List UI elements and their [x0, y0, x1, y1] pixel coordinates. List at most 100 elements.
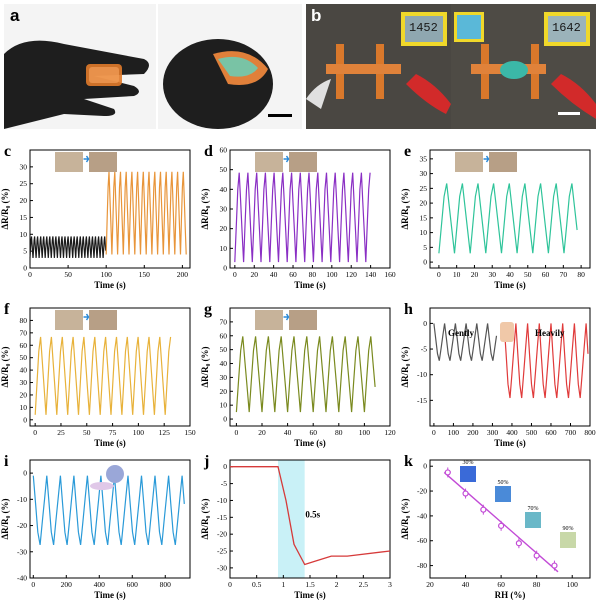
x-tick-label: 50	[83, 428, 91, 437]
panel-b-photo: 1452 1642	[306, 4, 596, 129]
gesture-photo-inset	[455, 152, 517, 172]
x-tick-label: 75	[109, 428, 117, 437]
gesture-photo-inset	[55, 152, 117, 172]
y-tick-label: 15	[420, 213, 428, 222]
gesture-photo-inset	[55, 310, 117, 330]
y-tick-label: 30	[220, 373, 228, 382]
swap-arrow-icon	[483, 155, 490, 163]
x-tick-label: 160	[384, 270, 396, 279]
swap-arrow-icon	[283, 155, 290, 163]
series-line	[235, 336, 376, 413]
y-tick-label: 0	[423, 462, 427, 471]
x-tick-label: 60	[542, 270, 550, 279]
panel-j-label: j	[203, 453, 209, 470]
x-axis-label: Time (s)	[294, 280, 326, 290]
gesture-photo-inset	[255, 310, 317, 330]
y-tick-label: -30	[217, 563, 227, 572]
series-line	[433, 323, 498, 361]
x-tick-label: 20	[250, 270, 258, 279]
x-tick-label: 0	[31, 580, 35, 589]
x-tick-label: 40	[270, 270, 278, 279]
x-axis-label: Time (s)	[294, 438, 326, 448]
gesture-photo-inset	[255, 152, 317, 172]
panel-e-label: e	[404, 143, 411, 160]
x-tick-label: 0.5	[252, 580, 262, 589]
x-tick-label: 80	[335, 428, 343, 437]
x-tick-label: 80	[533, 580, 541, 589]
x-axis-label: RH (%)	[495, 590, 526, 600]
y-tick-label: -25	[217, 547, 227, 556]
x-tick-label: 60	[289, 270, 297, 279]
y-tick-label: -20	[417, 487, 427, 496]
panel-c-label: c	[4, 143, 11, 160]
x-tick-label: 2.5	[359, 580, 369, 589]
panel-d-chart: 0 20 40 60 80 100 120 140 160 0 10 20 30 40 50 60 Time (…	[200, 140, 400, 290]
x-tick-label: 70	[560, 270, 568, 279]
panel-k-chart: 20 40 60 80 100 0 -20 -40 -60 -80 RH (%) ΔR/R₀ (%) k…	[400, 450, 600, 600]
y-tick-label: -20	[217, 530, 227, 539]
x-tick-label: 400	[94, 580, 106, 589]
y-tick-label: 60	[220, 331, 228, 340]
x-tick-label: 100	[567, 580, 579, 589]
panel-j-chart: 0 0.5 1 1.5 2 2.5 3 0 -5 -10 -15 -20 -25 -30 Time (s) Δ…	[200, 450, 400, 600]
panel-e-chart: 0 10 20 30 40 50 60 70 80 0 5 10 15 20 25 30 35 Time (s) Δ…	[400, 140, 600, 290]
x-tick-label: 600	[127, 580, 139, 589]
y-tick-label: 10	[220, 401, 228, 410]
x-axis-label: Time (s)	[294, 590, 326, 600]
series-line	[230, 466, 391, 566]
swap-arrow-icon	[283, 313, 290, 321]
y-tick-label: 5	[423, 243, 427, 252]
humidity-inset-label: 30%	[463, 460, 474, 466]
x-tick-label: 20	[471, 270, 479, 279]
y-tick-label: -40	[417, 511, 427, 520]
panel-f-label: f	[4, 301, 10, 318]
panel-g-chart: 0 20 40 60 80 100 120 0 10 20 30 40 50 60 70 Time (s) ΔR…	[200, 298, 400, 448]
x-tick-label: 1	[281, 580, 285, 589]
x-tick-label: 0	[432, 428, 436, 437]
y-tick-label: 20	[420, 199, 428, 208]
x-tick-label: 30	[488, 270, 496, 279]
highlight-band	[278, 460, 305, 578]
y-tick-label: 10	[20, 230, 28, 239]
x-tick-label: 100	[448, 428, 460, 437]
circuit-photo	[306, 4, 596, 129]
y-tick-label: 30	[220, 205, 228, 214]
y-tick-label: -10	[417, 370, 427, 379]
x-tick-label: 0	[233, 270, 237, 279]
y-tick-label: -40	[17, 574, 27, 583]
x-tick-label: 40	[284, 428, 292, 437]
series-line	[438, 183, 578, 254]
y-axis-label: ΔR/R₀ (%)	[400, 498, 410, 539]
y-axis-label: ΔR/R₀ (%)	[200, 188, 210, 229]
x-tick-label: 120	[346, 270, 358, 279]
person-exhale-icon	[90, 465, 124, 490]
meter-reading-left: 1452	[409, 21, 438, 35]
x-tick-label: 40	[462, 580, 470, 589]
x-tick-label: 200	[467, 428, 479, 437]
y-tick-label: 70	[220, 317, 228, 326]
panel-b-label: b	[311, 6, 322, 25]
y-tick-label: 0	[23, 415, 27, 424]
x-tick-label: 200	[177, 270, 189, 279]
y-tick-label: -20	[17, 521, 27, 530]
x-tick-label: 100	[326, 270, 338, 279]
y-tick-label: 50	[220, 165, 228, 174]
note-heavily: Heavily	[535, 328, 565, 338]
y-tick-label: 20	[20, 196, 28, 205]
y-tick-label: 0	[223, 415, 227, 424]
y-axis-label: ΔR/R₀ (%)	[0, 498, 10, 539]
x-tick-label: 125	[159, 428, 171, 437]
y-tick-label: 80	[20, 316, 28, 325]
y-tick-label: 70	[20, 328, 28, 337]
y-tick-label: -15	[217, 513, 227, 522]
x-tick-label: 20	[426, 580, 434, 589]
y-tick-label: 60	[220, 146, 228, 155]
y-tick-label: 30	[20, 378, 28, 387]
meter-reading-right: 1642	[552, 21, 581, 35]
y-tick-label: 25	[420, 184, 428, 193]
y-tick-label: 40	[220, 185, 228, 194]
x-tick-label: 140	[365, 270, 377, 279]
series-line	[503, 323, 589, 399]
humidity-inset-label: 90%	[563, 526, 574, 532]
x-tick-label: 600	[545, 428, 557, 437]
